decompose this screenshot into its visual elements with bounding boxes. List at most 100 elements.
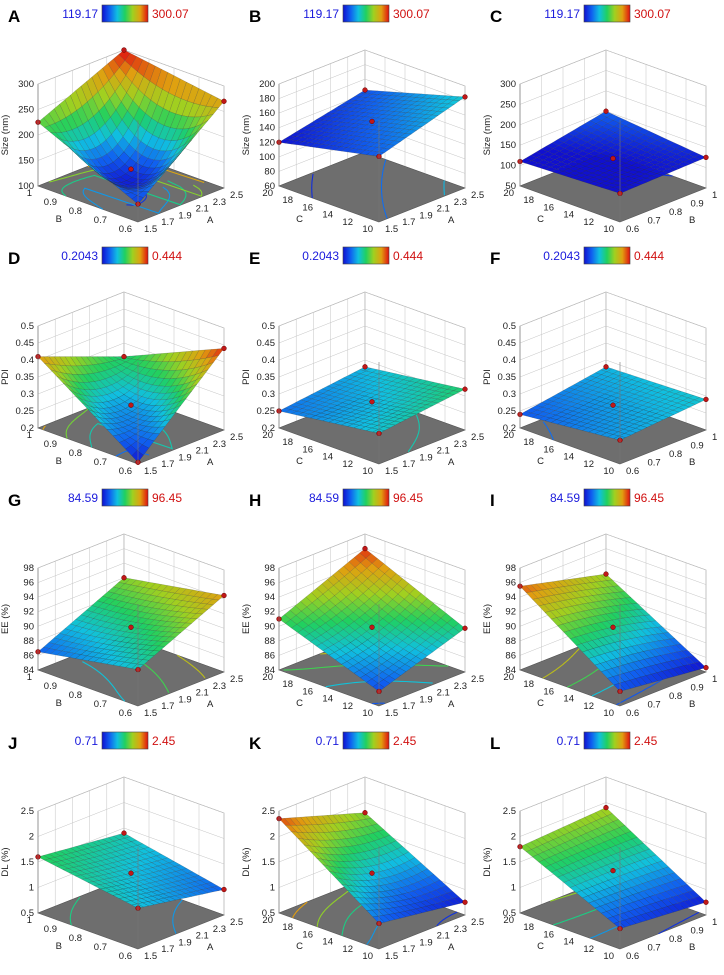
surface-cell — [563, 422, 576, 428]
surface-cell — [425, 401, 439, 406]
x-tick-label: 2.1 — [196, 931, 209, 942]
colorbar-max-label: 96.45 — [152, 491, 182, 505]
y-tick-label: 0.6 — [119, 708, 132, 719]
x-tick-label: 2.3 — [454, 924, 467, 935]
surface-cell — [179, 390, 192, 402]
contour-line — [82, 186, 171, 214]
contour-line — [89, 421, 174, 450]
surface-cell — [412, 618, 425, 628]
design-point — [703, 899, 709, 905]
surface-cell — [326, 411, 340, 417]
surface-cell — [372, 916, 385, 924]
surface-cell — [623, 396, 636, 402]
surface-cell — [657, 143, 670, 150]
surface-cell — [144, 887, 158, 893]
surface-cell — [645, 911, 658, 919]
surface-cell — [374, 102, 387, 107]
surface-cell — [384, 123, 398, 128]
surface-cell — [103, 413, 117, 419]
z-tick-label: 200 — [259, 79, 275, 90]
surface-cell — [297, 141, 310, 146]
surface-cell — [141, 390, 154, 399]
y-tick-label: 16 — [543, 929, 554, 940]
surface-cell — [91, 840, 104, 846]
x-tick-label: 1.7 — [402, 459, 415, 470]
surface-cell — [425, 114, 439, 120]
colorbar-min-label: 0.71 — [316, 734, 340, 748]
surface-cell — [114, 636, 127, 642]
y-axis-label: C — [537, 456, 544, 467]
surface-cell — [646, 634, 659, 642]
surface-cell — [635, 400, 649, 406]
x-tick-label: 0.9 — [691, 683, 704, 694]
surface-cell — [567, 415, 581, 421]
surface-cell — [385, 99, 399, 104]
x-tick-label: 1.7 — [402, 217, 415, 228]
surface-cell — [158, 897, 171, 903]
y-tick-label: 14 — [563, 694, 574, 705]
surface-cell — [447, 390, 461, 395]
z-tick-label: 0.5 — [262, 908, 275, 919]
y-tick-label: 10 — [603, 708, 614, 719]
surface-cell — [565, 150, 578, 157]
response-surface — [519, 366, 707, 441]
surface-cell — [600, 669, 614, 679]
surface-cell — [118, 897, 132, 902]
colorbar-min-label: 84.59 — [68, 491, 98, 505]
design-point — [362, 810, 368, 816]
surface-cell — [558, 148, 572, 155]
colorbar — [101, 488, 149, 507]
surface-cell — [366, 150, 379, 156]
z-tick-label: 0.25 — [498, 406, 517, 417]
y-tick-label: 0.7 — [94, 457, 107, 468]
surface-cell — [556, 867, 569, 876]
surface-cell — [358, 145, 372, 151]
x-tick-label: 0.9 — [691, 926, 704, 937]
surface-cell — [649, 894, 662, 903]
surface-cell — [546, 831, 559, 840]
design-point — [362, 87, 368, 93]
surface-cell — [187, 358, 201, 370]
surface-cell — [600, 432, 614, 438]
surface-cell — [96, 838, 110, 845]
surface-cell — [404, 909, 418, 916]
surface-cell — [642, 642, 655, 651]
surface-cell — [135, 611, 148, 618]
surface-cell — [327, 113, 341, 118]
surface-cell — [334, 649, 347, 658]
surface-cell — [569, 837, 583, 846]
surface-cell — [628, 394, 642, 399]
surface-cell — [361, 379, 375, 385]
surface-cell — [376, 396, 390, 401]
x-tick-label: 2.3 — [454, 439, 467, 450]
surface-cell — [117, 136, 130, 153]
surface-cell — [370, 142, 384, 148]
y-tick-label: 10 — [603, 224, 614, 235]
surface-cell — [65, 113, 78, 131]
surface-cell — [327, 814, 340, 824]
y-tick-label: 14 — [563, 210, 574, 221]
surface-cell — [581, 393, 594, 399]
surface-cell — [316, 116, 329, 121]
surface-cell — [431, 398, 445, 404]
x-tick-label: 0.6 — [626, 466, 639, 477]
y-tick-label: 1 — [27, 430, 32, 441]
x-axis-label: B — [689, 699, 695, 710]
surface-cell — [424, 393, 437, 399]
z-tick-label: 150 — [18, 156, 34, 167]
surface-cell — [428, 98, 442, 104]
x-tick-label: 0.9 — [691, 441, 704, 452]
surface-cell — [131, 450, 144, 463]
surface-cell — [43, 125, 57, 133]
design-point — [121, 830, 127, 836]
surface-cell — [628, 909, 641, 917]
z-axis-label: PDI — [0, 369, 11, 385]
surface-cell — [367, 832, 380, 842]
surface-cell — [627, 901, 641, 910]
z-tick-label: 2.5 — [503, 806, 516, 817]
z-tick-label: 86 — [23, 650, 34, 661]
surface-cell — [623, 430, 637, 436]
surface-cell — [337, 377, 351, 383]
z-tick-label: 0.25 — [257, 406, 276, 417]
surface-cell — [592, 646, 606, 656]
